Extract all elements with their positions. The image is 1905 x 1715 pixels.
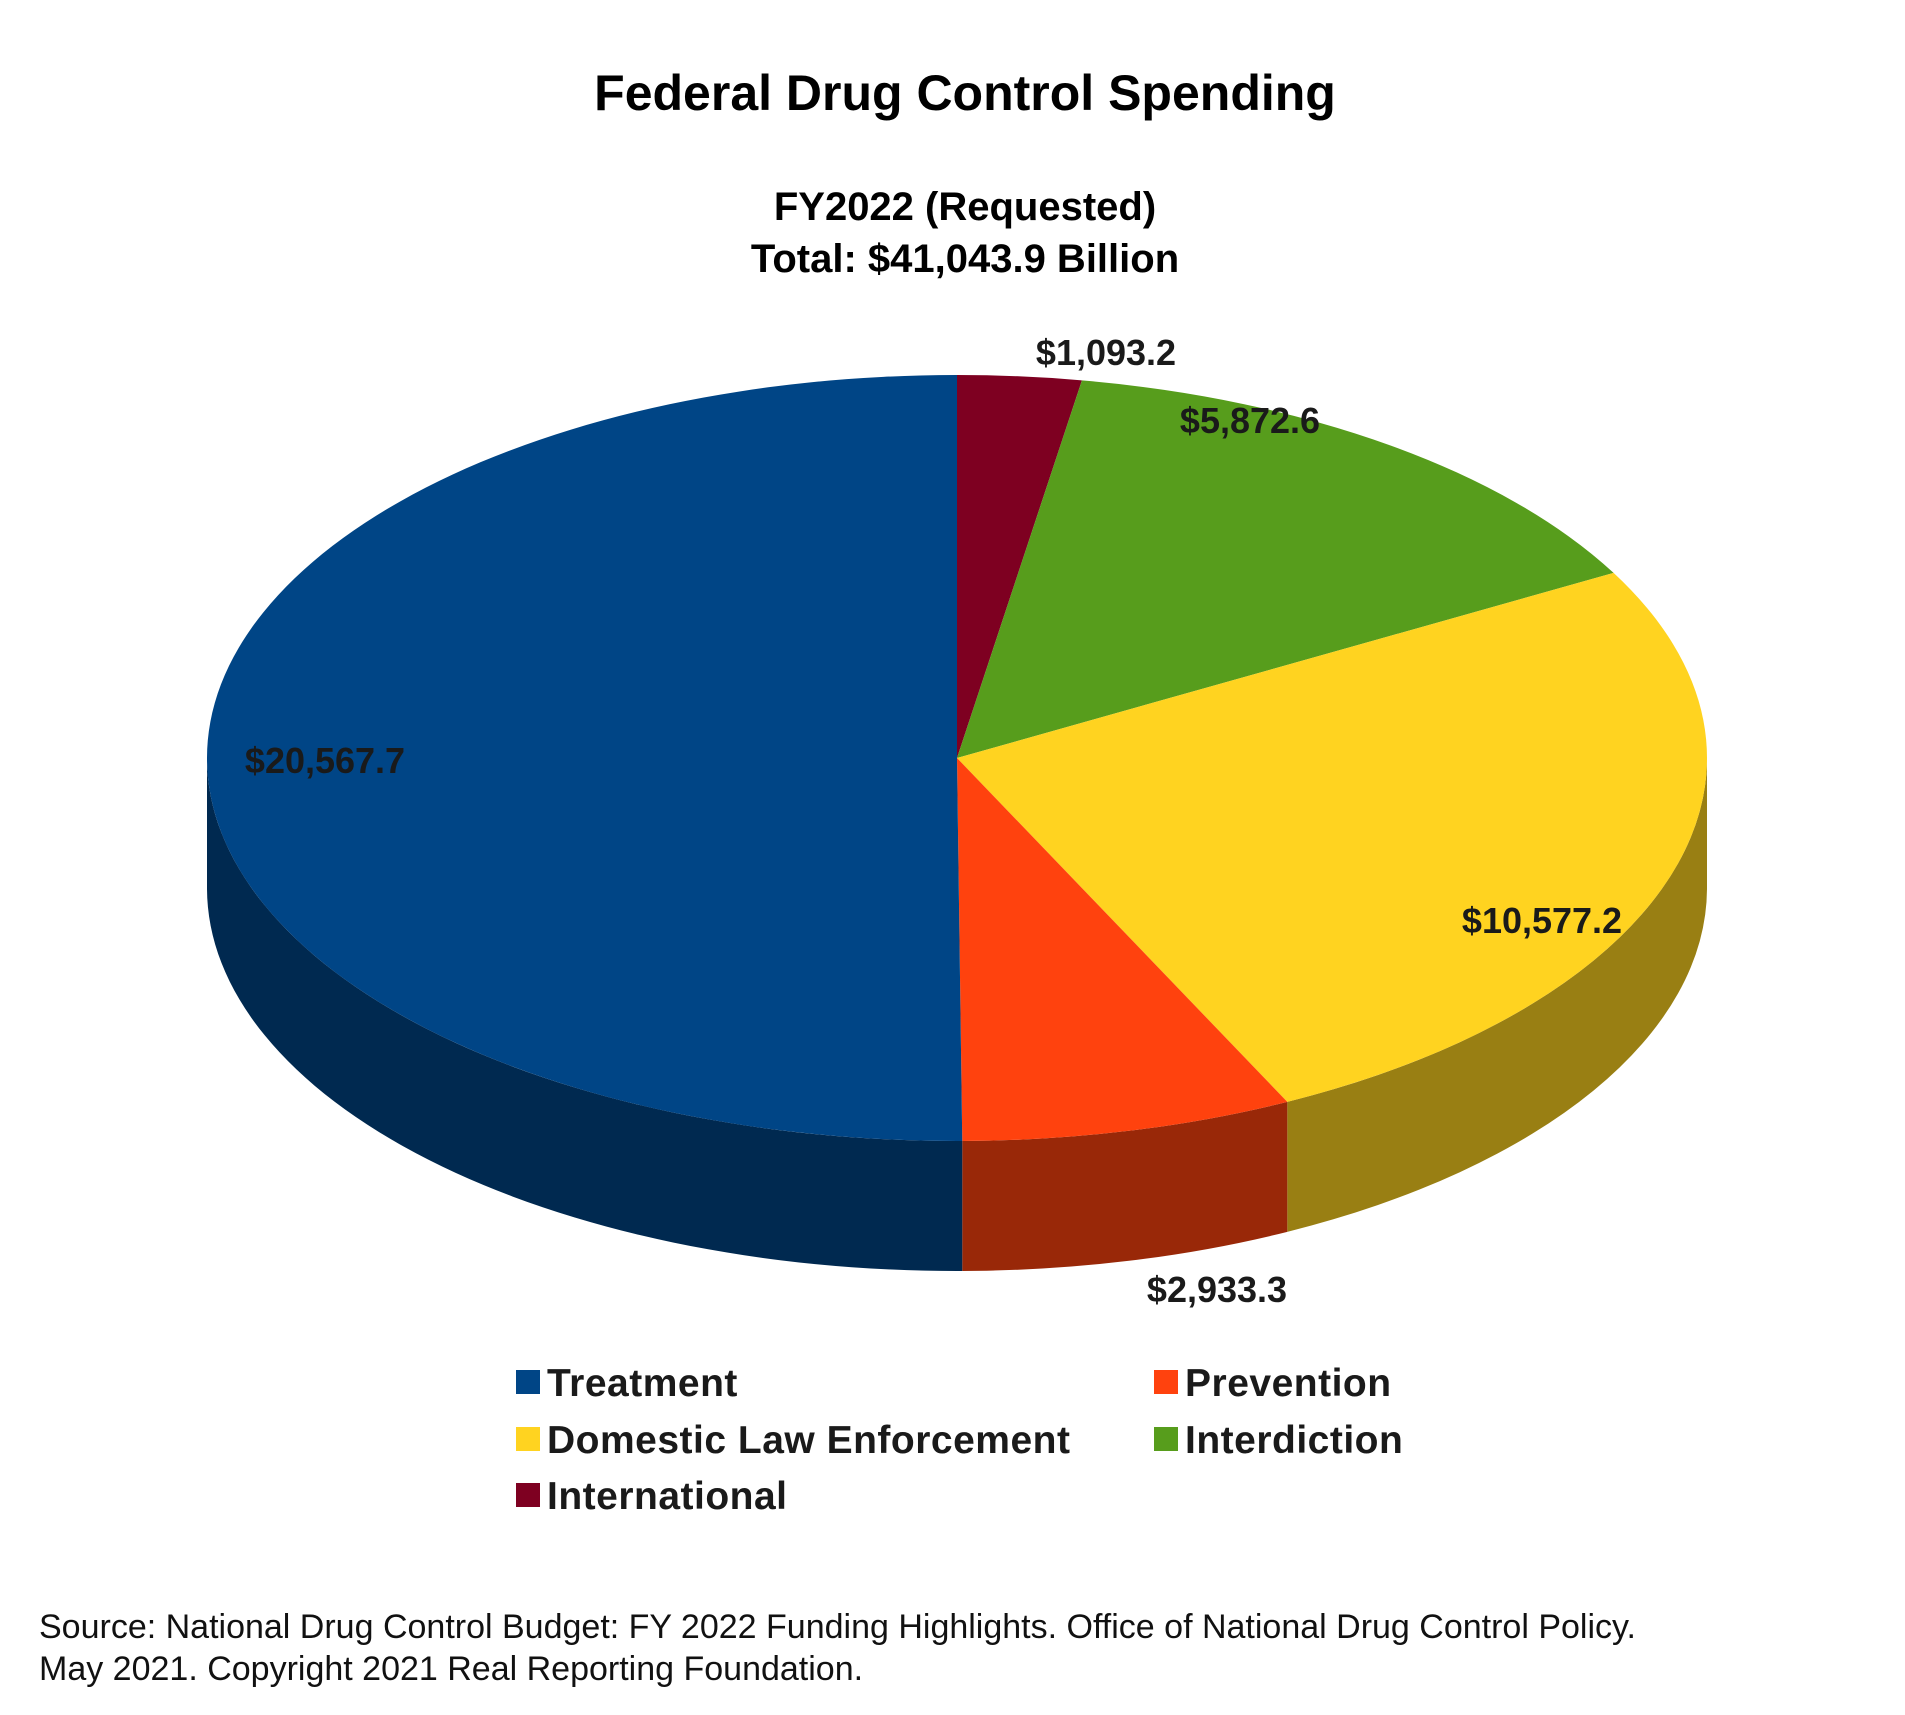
legend-item-treatment: Treatment — [516, 1362, 738, 1405]
legend-label: Treatment — [547, 1362, 738, 1405]
legend-item-international: International — [516, 1475, 788, 1518]
data-label-treatment: $20,567.7 — [245, 740, 405, 781]
slice-domestic-law-enforcement — [957, 572, 1707, 1102]
legend-item-prevention: Prevention — [1154, 1362, 1392, 1405]
legend-swatch — [516, 1483, 540, 1507]
source-line-1: Source: National Drug Control Budget: FY… — [39, 1608, 1636, 1646]
slice-side-domestic-law-enforcement — [1287, 758, 1707, 1232]
legend-label: Domestic Law Enforcement — [547, 1419, 1070, 1462]
legend-item-domestic-law-enforcement: Domestic Law Enforcement — [516, 1419, 1070, 1462]
chart-subtitle-line-2: Total: $41,043.9 Billion — [751, 237, 1179, 281]
slice-side-treatment — [207, 758, 963, 1271]
source-note: Source: National Drug Control Budget: FY… — [39, 1606, 1636, 1690]
data-label-domestic-law-enforcement: $10,577.2 — [1462, 900, 1622, 941]
slice-prevention — [957, 758, 1288, 1141]
legend-swatch — [516, 1427, 540, 1451]
slice-interdiction — [957, 380, 1614, 758]
slice-side-prevention — [962, 1101, 1288, 1271]
chart-subtitle-line-1: FY2022 (Requested) — [774, 185, 1156, 229]
data-label-prevention: $2,933.3 — [1147, 1269, 1287, 1310]
legend-swatch — [1154, 1427, 1178, 1451]
slice-treatment — [206, 375, 963, 1141]
chart-title: Federal Drug Control Spending — [594, 65, 1336, 121]
data-label-interdiction: $5,872.6 — [1180, 400, 1320, 441]
source-line-2: May 2021. Copyright 2021 Real Reporting … — [39, 1650, 864, 1688]
legend-label: International — [547, 1475, 788, 1518]
data-label-international: $1,093.2 — [1036, 332, 1176, 373]
legend-label: Interdiction — [1185, 1419, 1403, 1462]
legend-item-interdiction: Interdiction — [1154, 1419, 1403, 1462]
legend-label: Prevention — [1185, 1362, 1392, 1405]
legend-swatch — [516, 1370, 540, 1394]
legend-swatch — [1154, 1370, 1178, 1394]
slice-international — [957, 375, 1082, 758]
